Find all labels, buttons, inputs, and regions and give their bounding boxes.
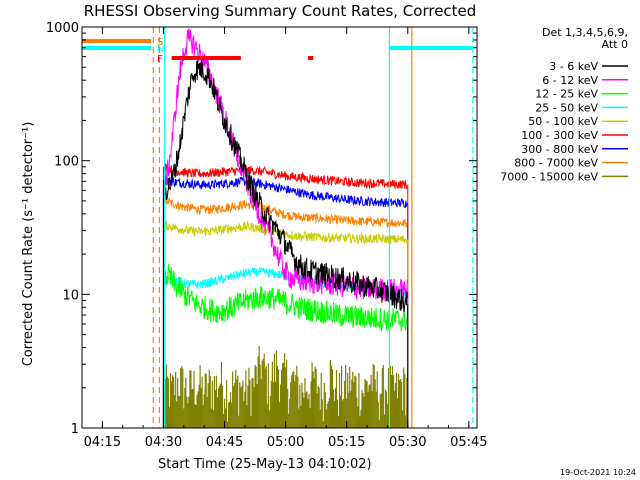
y-tick-label: 100: [54, 155, 79, 170]
series-line: [163, 162, 408, 190]
flag-s: S: [82, 37, 163, 48]
legend-label: 100 - 300 keV: [521, 129, 598, 142]
series-line: [162, 175, 408, 209]
series-line: [162, 263, 408, 332]
x-tick-label: 04:45: [206, 435, 243, 450]
series-3-6-kev: [162, 58, 409, 428]
x-tick-label: 04:15: [84, 435, 121, 450]
y-tick-label: 10: [62, 288, 79, 303]
axes: 04:15 04:30 04:45 05:00 05:15 05:30 05:45 1 10 10…: [46, 21, 488, 450]
plot-frame: [81, 26, 478, 429]
flag-n: N: [82, 44, 473, 55]
legend-label: 300 - 800 keV: [521, 143, 598, 156]
flag-label: S: [157, 37, 163, 48]
x-tick-label: 05:00: [267, 435, 304, 450]
x-axis-label: Start Time (25-May-13 04:10:02): [158, 457, 372, 472]
legend-label: 12 - 25 keV: [535, 88, 598, 101]
x-tick-label: 04:30: [145, 435, 182, 450]
legend-label: 800 - 7000 keV: [514, 157, 598, 170]
legend-label: 3 - 6 keV: [549, 60, 598, 73]
x-tick-label: 05:15: [328, 435, 365, 450]
flag-label: N: [157, 44, 164, 55]
legend-header: Det 1,3,4,5,6,9,: [542, 26, 628, 39]
legend-header: Att 0: [602, 38, 628, 51]
legend-label: 50 - 100 keV: [528, 115, 598, 128]
x-tick-label: 05:30: [389, 435, 426, 450]
y-axis-label: Corrected Count Rate (s⁻¹ detector⁻¹): [21, 122, 36, 367]
flag-label: F: [157, 54, 163, 65]
series-line: [162, 58, 408, 313]
footer-timestamp: 19-Oct-2021 10:24: [560, 468, 636, 477]
chart-title: RHESSI Observing Summary Count Rates, Co…: [84, 2, 477, 20]
y-tick-label: 1: [71, 422, 79, 437]
series-7000-15000-kev: [162, 346, 409, 428]
series-line: [162, 194, 408, 228]
x-tick-label: 05:45: [450, 435, 487, 450]
legend-label: 6 - 12 keV: [542, 74, 598, 87]
series-line: [162, 28, 408, 303]
legend-label: 7000 - 15000 keV: [500, 170, 598, 183]
series-line: [162, 220, 408, 245]
legend-label: 25 - 50 keV: [535, 101, 598, 114]
plot-area: SNF: [82, 27, 474, 428]
y-tick-label: 1000: [46, 21, 79, 36]
flag-f: F: [157, 54, 314, 65]
